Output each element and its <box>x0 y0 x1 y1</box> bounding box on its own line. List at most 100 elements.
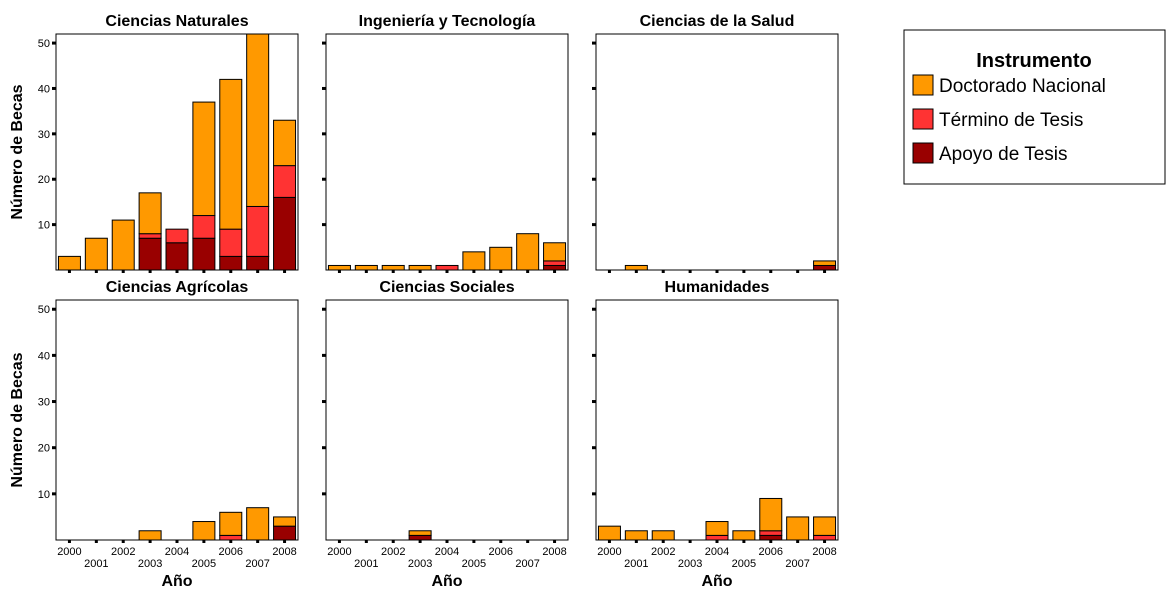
bar-doctorado-nacional <box>138 192 162 235</box>
x-axis-title: Año <box>431 573 462 590</box>
bar-doctorado-nacional <box>192 521 216 541</box>
bar-termino-de-tesis <box>543 260 567 266</box>
bar-termino-de-tesis <box>705 534 729 541</box>
panel-title: Humanidades <box>665 279 770 296</box>
bar-doctorado-nacional <box>57 255 81 271</box>
panel-frame-1 <box>325 33 569 271</box>
bar-termino-de-tesis <box>219 228 243 257</box>
x-tick-label: 2003 <box>408 558 432 570</box>
bar-termino-de-tesis <box>759 530 783 536</box>
bar-doctorado-nacional <box>219 78 243 230</box>
panel-title: Ciencias Sociales <box>379 279 514 296</box>
panel-title: Ciencias Agrícolas <box>106 279 249 296</box>
legend-label: Doctorado Nacional <box>939 76 1106 97</box>
bar-doctorado-nacional <box>786 516 810 541</box>
x-tick-label: 2005 <box>732 558 756 570</box>
x-tick-label: 2007 <box>785 558 809 570</box>
bar-apoyo-de-tesis <box>246 255 270 271</box>
x-tick-label: 2003 <box>678 558 702 570</box>
x-tick-label: 2003 <box>138 558 162 570</box>
bar-doctorado-nacional <box>489 246 513 271</box>
bar-doctorado-nacional <box>381 264 405 271</box>
x-tick-label: 2005 <box>192 558 216 570</box>
legend-label: Término de Tesis <box>939 110 1083 131</box>
x-tick-label: 2000 <box>327 546 351 558</box>
bar-doctorado-nacional <box>327 264 351 271</box>
x-tick-label: 2001 <box>84 558 108 570</box>
x-tick-label: 2002 <box>651 546 675 558</box>
bar-doctorado-nacional <box>192 101 216 217</box>
bar-doctorado-nacional <box>624 264 648 271</box>
bar-doctorado-nacional <box>597 525 621 541</box>
bar-apoyo-de-tesis <box>408 534 432 541</box>
bar-termino-de-tesis <box>273 165 297 198</box>
bar-doctorado-nacional <box>813 260 837 266</box>
bar-doctorado-nacional <box>651 530 675 541</box>
x-tick-label: 2000 <box>57 546 81 558</box>
panel-frame-4 <box>325 299 569 541</box>
bar-doctorado-nacional <box>273 516 297 527</box>
x-tick-label: 2001 <box>354 558 378 570</box>
bar-doctorado-nacional <box>516 233 540 271</box>
bar-doctorado-nacional <box>138 530 162 541</box>
panel-title: Ingeniería y Tecnología <box>359 13 536 30</box>
bar-doctorado-nacional <box>246 507 270 541</box>
bar-doctorado-nacional <box>273 119 297 167</box>
bar-termino-de-tesis <box>219 534 243 541</box>
bar-doctorado-nacional <box>624 530 648 541</box>
x-tick-label: 2008 <box>272 546 296 558</box>
bar-doctorado-nacional <box>111 219 135 271</box>
x-tick-label: 2006 <box>489 546 513 558</box>
y-tick-label: 50 <box>38 304 50 316</box>
bar-doctorado-nacional <box>813 516 837 536</box>
legend-swatch <box>912 108 934 130</box>
x-tick-label: 2006 <box>759 546 783 558</box>
x-tick-label: 2008 <box>542 546 566 558</box>
bar-doctorado-nacional <box>219 511 243 536</box>
bar-apoyo-de-tesis <box>192 237 216 271</box>
bar-doctorado-nacional <box>354 264 378 271</box>
bar-apoyo-de-tesis <box>138 237 162 271</box>
bar-doctorado-nacional <box>543 242 567 262</box>
x-tick-label: 2006 <box>219 546 243 558</box>
x-tick-label: 2002 <box>111 546 135 558</box>
bar-termino-de-tesis <box>435 264 459 271</box>
bar-apoyo-de-tesis <box>219 255 243 271</box>
bar-doctorado-nacional <box>732 530 756 541</box>
x-tick-label: 2007 <box>245 558 269 570</box>
x-tick-label: 2004 <box>705 546 729 558</box>
bar-apoyo-de-tesis <box>759 534 783 541</box>
x-tick-label: 2004 <box>165 546 189 558</box>
bar-apoyo-de-tesis <box>273 196 297 271</box>
y-tick-label: 30 <box>38 129 50 141</box>
bar-doctorado-nacional <box>705 521 729 536</box>
bar-termino-de-tesis <box>138 233 162 239</box>
bar-apoyo-de-tesis <box>165 242 189 271</box>
x-tick-label: 2005 <box>462 558 486 570</box>
y-tick-label: 10 <box>38 489 50 501</box>
x-axis-title: Año <box>701 573 732 590</box>
x-tick-label: 2008 <box>812 546 836 558</box>
panel-frame-5 <box>595 299 839 541</box>
x-tick-label: 2001 <box>624 558 648 570</box>
bar-doctorado-nacional <box>462 251 486 271</box>
y-tick-label: 40 <box>38 83 50 95</box>
y-axis-title: Número de Becas <box>9 352 26 487</box>
y-axis-title: Número de Becas <box>9 84 26 219</box>
y-tick-label: 10 <box>38 220 50 232</box>
x-tick-label: 2002 <box>381 546 405 558</box>
legend-box <box>903 29 1166 185</box>
legend-title: Instrumento <box>976 50 1092 72</box>
bar-doctorado-nacional <box>408 264 432 271</box>
bar-doctorado-nacional <box>84 237 108 271</box>
bar-termino-de-tesis <box>192 215 216 239</box>
legend-label: Apoyo de Tesis <box>939 144 1068 165</box>
y-tick-label: 40 <box>38 350 50 362</box>
x-axis-title: Año <box>161 573 192 590</box>
y-tick-label: 30 <box>38 397 50 409</box>
bar-doctorado-nacional <box>759 497 783 532</box>
x-tick-label: 2000 <box>597 546 621 558</box>
panel-frame-3 <box>55 299 299 541</box>
